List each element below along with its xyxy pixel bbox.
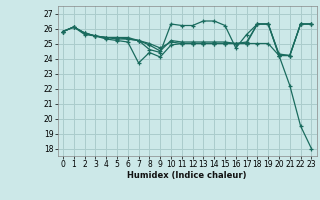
X-axis label: Humidex (Indice chaleur): Humidex (Indice chaleur) [127,171,247,180]
